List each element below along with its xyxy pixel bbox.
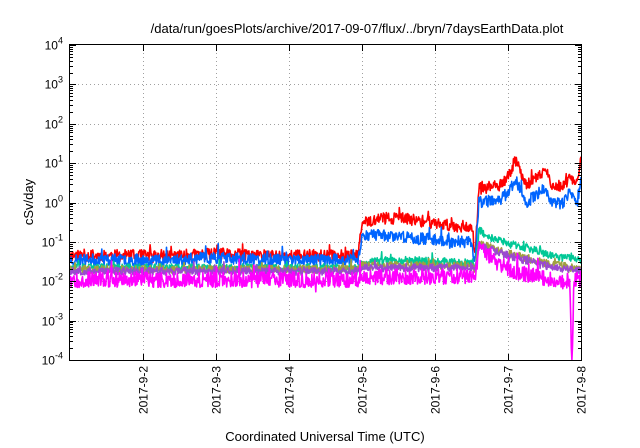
y-tick-label: 101 bbox=[45, 154, 63, 171]
y-tick-label: 104 bbox=[45, 36, 63, 53]
y-axis-label: cSv/day bbox=[21, 178, 36, 225]
y-tick-label: 10-1 bbox=[42, 233, 63, 250]
y-tick-label: 10-2 bbox=[42, 272, 63, 289]
x-tick-label: 2017-9-5 bbox=[356, 366, 370, 414]
x-tick-label: 2017-9-2 bbox=[137, 366, 151, 414]
x-tick-label: 2017-9-8 bbox=[575, 366, 589, 414]
plot-frame bbox=[69, 44, 582, 361]
chart-title: /data/run/goesPlots/archive/2017-09-07/f… bbox=[151, 21, 564, 36]
x-tick-label: 2017-9-3 bbox=[210, 366, 224, 414]
x-tick-label: 2017-9-6 bbox=[429, 366, 443, 414]
series-line bbox=[69, 241, 582, 361]
x-tick-label: 2017-9-4 bbox=[283, 366, 297, 414]
series-line bbox=[69, 156, 582, 264]
series-line bbox=[69, 176, 582, 269]
y-tick-label: 100 bbox=[45, 194, 63, 211]
series-layer bbox=[69, 156, 582, 361]
y-tick-label: 10-4 bbox=[42, 351, 63, 368]
y-tick-label: 10-3 bbox=[42, 312, 63, 329]
grid-layer bbox=[70, 45, 581, 360]
y-tick-label: 103 bbox=[45, 75, 63, 92]
x-tick-label: 2017-9-7 bbox=[502, 366, 516, 414]
x-axis-label: Coordinated Universal Time (UTC) bbox=[225, 429, 424, 444]
tick-layer: 10-4 10-3 10-2 10-1 100 101 102 103 104 2017-9-2 2… bbox=[42, 36, 589, 415]
y-tick-label: 102 bbox=[45, 115, 63, 132]
